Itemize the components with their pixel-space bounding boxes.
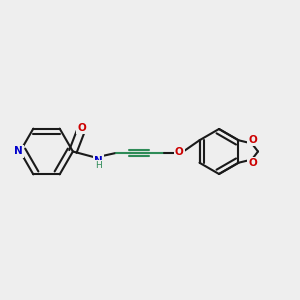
Text: N: N [94, 155, 103, 166]
Text: O: O [175, 147, 184, 157]
Text: O: O [248, 135, 257, 145]
Text: N: N [14, 146, 23, 157]
Text: O: O [77, 123, 86, 134]
Text: H: H [95, 161, 102, 170]
Text: O: O [248, 158, 257, 168]
